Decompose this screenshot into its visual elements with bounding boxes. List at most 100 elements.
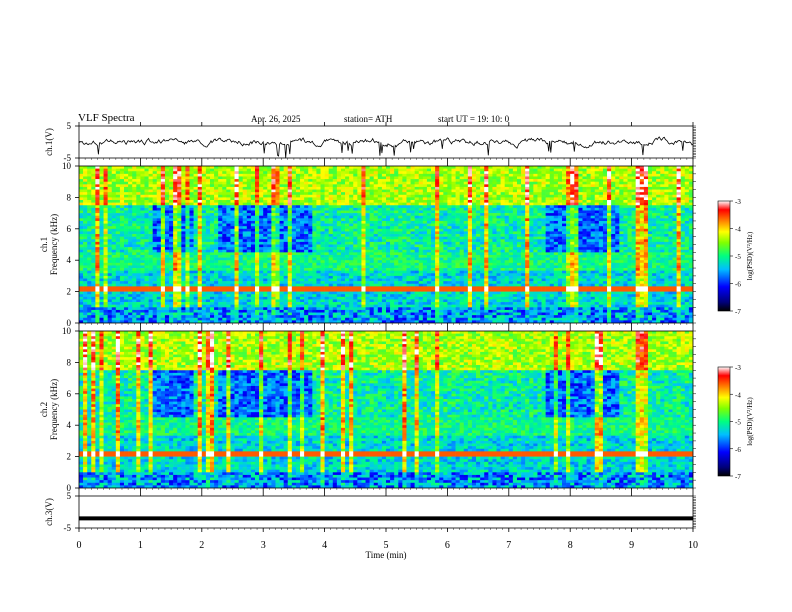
spectrogram-cell (390, 197, 395, 201)
spectrogram-cell (238, 223, 244, 227)
spectrogram-cell (386, 215, 391, 219)
spectrogram-cell (263, 205, 268, 209)
spectrogram-cell (267, 268, 272, 271)
spectrogram-cell (91, 299, 96, 303)
spectrogram-cell (201, 302, 207, 305)
spectrogram-cell (291, 168, 297, 172)
spectrogram-cell (230, 197, 235, 201)
spectrogram-cell (287, 166, 293, 169)
spectrogram-cell (345, 291, 350, 295)
spectrogram-cell (205, 220, 211, 224)
spectrogram-cell (160, 315, 166, 319)
spectrogram-cell (169, 299, 174, 303)
spectrogram-cell (230, 200, 235, 203)
spectrogram-cell (312, 228, 317, 232)
spectrogram-cell (238, 275, 244, 279)
spectrogram-cell (205, 268, 211, 271)
spectrogram-cell (394, 192, 399, 196)
spectrogram-cell (160, 320, 166, 323)
spectrogram-cell (242, 194, 248, 198)
spectrogram-cell (328, 186, 334, 190)
spectrogram-cell (205, 317, 211, 321)
spectrogram-cell (295, 260, 301, 264)
spectrogram-cell (349, 257, 354, 261)
spectrogram-cell (185, 268, 190, 271)
spectrogram-cell (320, 207, 325, 211)
spectrogram-cell (365, 173, 370, 177)
spectrogram-cell (185, 215, 190, 219)
spectrogram-cell (377, 228, 383, 232)
spectrogram-cell (373, 168, 379, 172)
spectrogram-cell (324, 262, 329, 266)
spectrogram-cell (193, 207, 198, 211)
spectrogram-cell (197, 197, 203, 201)
spectrogram-cell (369, 244, 375, 248)
spectrogram-cell (300, 215, 305, 219)
spectrogram-cell (209, 281, 215, 285)
spectrogram-cell (119, 197, 125, 201)
spectrogram-cell (291, 213, 297, 217)
spectrogram-cell (119, 268, 125, 271)
spectrogram-cell (87, 218, 92, 222)
spectrogram-cell (406, 286, 411, 290)
spectrogram-cell (398, 210, 403, 214)
spectrogram-cell (349, 312, 354, 316)
spectrogram-cell (234, 181, 239, 185)
spectrogram-cell (312, 291, 317, 295)
spectrogram-cell (406, 226, 411, 230)
spectrogram-cell (226, 218, 231, 222)
spectrogram-cell (160, 200, 166, 203)
spectrogram-cell (136, 223, 141, 227)
spectrogram-cell (275, 207, 280, 211)
spectrogram-cell (148, 247, 153, 251)
spectrogram-cell (177, 247, 182, 251)
spectrogram-cell (390, 181, 395, 185)
spectrogram-cell (336, 257, 342, 261)
spectrogram-cell (144, 283, 149, 287)
spectrogram-cell (246, 200, 252, 203)
spectrogram-cell (173, 317, 178, 321)
spectrogram-cell (304, 239, 309, 243)
spectrogram-cell (283, 241, 289, 245)
spectrogram-cell (181, 281, 186, 285)
spectrogram-cell (377, 275, 383, 279)
spectrogram-cell (103, 179, 108, 182)
spectrogram-cell (185, 223, 190, 227)
spectrogram-cell (193, 278, 198, 282)
spectrogram-cell (107, 176, 113, 180)
spectrogram-cell (398, 173, 403, 177)
spectrogram-cell (304, 265, 309, 269)
spectrogram-cell (414, 200, 420, 203)
spectrogram-cell (173, 189, 178, 193)
spectrogram-cell (300, 249, 305, 253)
spectrogram-cell (181, 186, 186, 190)
spectrogram-cell (124, 309, 129, 313)
spectrogram-cell (144, 173, 149, 177)
spectrogram-cell (87, 254, 92, 258)
spectrogram-cell (357, 281, 362, 285)
spectrogram-cell (238, 218, 244, 222)
spectrogram-cell (238, 304, 244, 308)
spectrogram-cell (218, 315, 223, 319)
spectrogram-cell (230, 265, 235, 269)
spectrogram-cell (169, 307, 174, 311)
spectrogram-cell (259, 288, 264, 292)
spectrogram-cell (234, 210, 239, 214)
spectrogram-cell (336, 231, 342, 235)
spectrogram-cell (324, 181, 329, 185)
spectrogram-cell (295, 254, 301, 258)
spectrogram-cell (124, 312, 129, 316)
spectrogram-cell (377, 166, 383, 169)
spectrogram-cell (390, 215, 395, 219)
spectrogram-cell (103, 236, 108, 240)
spectrogram-cell (230, 304, 235, 308)
spectrogram-cell (377, 247, 383, 251)
spectrogram-cell (361, 257, 366, 261)
spectrogram-cell (308, 299, 313, 303)
spectrogram-cell (124, 226, 129, 230)
spectrogram-cell (295, 283, 301, 287)
spectrogram-cell (345, 207, 350, 211)
spectrogram-cell (87, 186, 92, 190)
spectrogram-cell (373, 294, 379, 298)
spectrogram-cell (304, 231, 309, 235)
